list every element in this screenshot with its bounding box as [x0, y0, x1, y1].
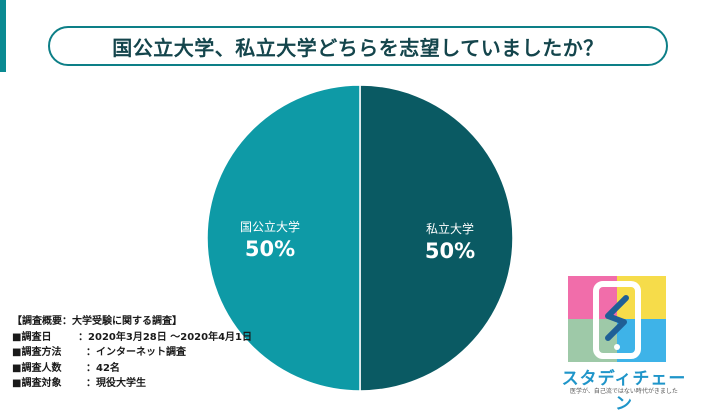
smartphone-icon	[593, 281, 641, 359]
survey-value: ：現役大学生	[86, 378, 146, 389]
survey-row: ■調査日 ：2020年3月28日 ～2020年4月1日	[12, 330, 252, 346]
slice-percent: 50%	[424, 239, 476, 263]
slice-name: 国公立大学	[239, 220, 300, 234]
survey-value: ：42名	[86, 362, 120, 374]
slice-name: 私立大学	[425, 222, 474, 236]
pie-chart	[206, 84, 514, 392]
pie-slice	[206, 84, 361, 392]
survey-summary: 【調査概要：大学受験に関する調査】 ■調査日 ：2020年3月28日 ～2020…	[12, 314, 252, 392]
survey-row: ■調査人数 ：42名	[12, 361, 252, 377]
survey-key: ■調査対象	[12, 378, 62, 389]
survey-value: ：インターネット調査	[86, 347, 186, 358]
brand-tagline: 医学が、自己流ではない時代がきました	[570, 388, 678, 395]
accent-bar	[0, 0, 6, 72]
pie-slice	[359, 84, 514, 392]
slice-label-shiritsu: 私立大学 50%	[405, 220, 495, 263]
slice-percent: 50%	[244, 237, 296, 261]
survey-heading: 【調査概要：大学受験に関する調査】	[12, 316, 182, 327]
brand-logo	[568, 276, 666, 362]
survey-value: ：2020年3月28日 ～2020年4月1日	[78, 331, 252, 343]
survey-key: ■調査方法	[12, 347, 62, 358]
survey-row: ■調査対象 ：現役大学生	[12, 376, 252, 392]
survey-key: ■調査日	[12, 331, 52, 343]
survey-row: ■調査方法 ：インターネット調査	[12, 345, 252, 361]
survey-key: ■調査人数	[12, 362, 62, 374]
slice-label-kokoritsu: 国公立大学 50%	[225, 218, 315, 261]
page-title: 国公立大学、私立大学どちらを志望していましたか？	[48, 26, 668, 66]
